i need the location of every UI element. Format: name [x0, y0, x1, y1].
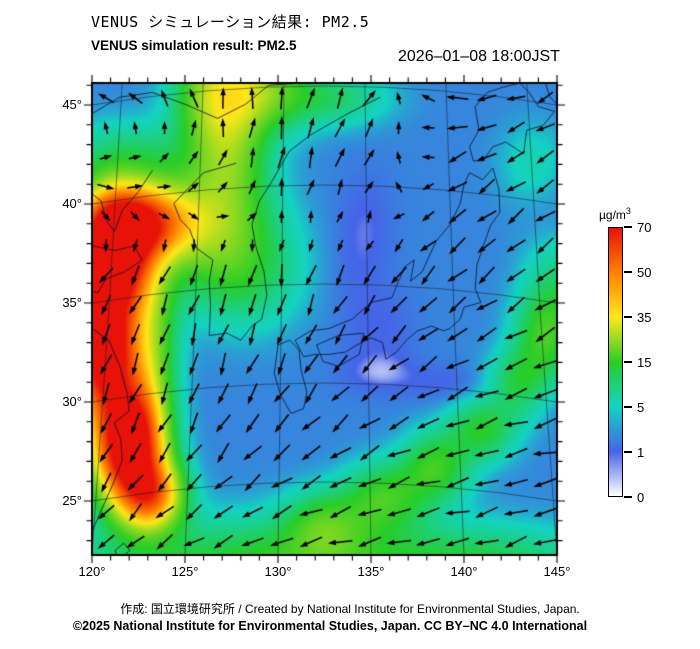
page-title-english: VENUS simulation result: PM2.5: [91, 38, 297, 53]
colorbar-unit-label: µg/m3: [599, 206, 631, 222]
lon-tick-label: 125°: [171, 564, 199, 579]
colorbar-tick-mark: [624, 451, 632, 453]
colorbar-tick-mark: [624, 226, 632, 228]
colorbar: [608, 227, 623, 497]
colorbar-tick-mark: [624, 316, 632, 318]
lon-tick-label: 145°: [543, 564, 571, 579]
lat-tick-label: 35°: [62, 295, 82, 310]
lon-tick-label: 140°: [450, 564, 478, 579]
colorbar-tick-mark: [624, 271, 632, 273]
colorbar-tick-label: 0: [637, 489, 645, 505]
lat-tick-label: 25°: [62, 493, 82, 508]
colorbar-tick-label: 35: [637, 309, 652, 325]
colorbar-tick-label: 15: [637, 354, 652, 370]
colorbar-tick-label: 50: [637, 264, 652, 280]
copyright-line: ©2025 National Institute for Environment…: [72, 619, 588, 633]
colorbar-tick-label: 1: [637, 444, 645, 460]
lon-tick-label: 120°: [78, 564, 106, 579]
colorbar-tick-label: 70: [637, 219, 652, 235]
colorbar-tick-mark: [624, 496, 632, 498]
colorbar-tick-mark: [624, 406, 632, 408]
lat-tick-label: 45°: [62, 97, 82, 112]
colorbar-tick-mark: [624, 361, 632, 363]
credit-line: 作成: 国立環境研究所 / Created by National Instit…: [120, 602, 580, 616]
colorbar-tick-label: 5: [637, 399, 645, 415]
lon-tick-label: 130°: [264, 564, 292, 579]
forecast-datetime: 2026–01–08 18:00JST: [398, 48, 560, 65]
lat-tick-label: 30°: [62, 394, 82, 409]
lat-tick-label: 40°: [62, 196, 82, 211]
lon-tick-label: 135°: [357, 564, 385, 579]
page-title-japanese: VENUS シミュレーション結果: PM2.5: [91, 13, 370, 31]
